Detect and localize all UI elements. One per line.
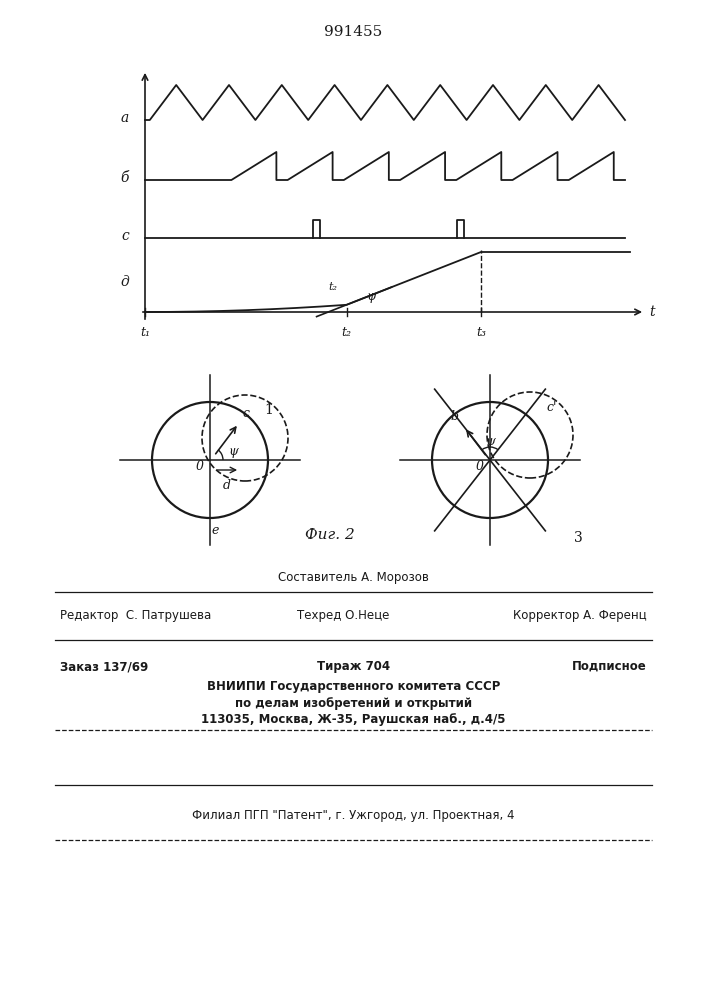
- Text: ВНИИПИ Государственного комитета СССР: ВНИИПИ Государственного комитета СССР: [207, 680, 500, 693]
- Text: 1: 1: [264, 403, 273, 417]
- Text: ψ: ψ: [367, 290, 376, 303]
- Text: t₂: t₂: [328, 282, 337, 292]
- Text: t₁: t₁: [140, 326, 150, 339]
- Text: с: с: [121, 229, 129, 243]
- Text: а: а: [121, 111, 129, 125]
- Text: Филиал ПГП "Патент", г. Ужгород, ул. Проектная, 4: Филиал ПГП "Патент", г. Ужгород, ул. Про…: [192, 808, 515, 822]
- Text: д: д: [120, 275, 129, 289]
- Text: 3: 3: [573, 531, 583, 545]
- Text: Фиг. 2: Фиг. 2: [305, 528, 355, 542]
- Text: t₂: t₂: [341, 326, 351, 339]
- Text: по делам изобретений и открытий: по делам изобретений и открытий: [235, 697, 472, 710]
- Text: 0: 0: [196, 460, 204, 473]
- Text: ψ: ψ: [228, 446, 238, 458]
- Text: c': c': [547, 401, 556, 414]
- Text: 113035, Москва, Ж-35, Раушская наб., д.4/5: 113035, Москва, Ж-35, Раушская наб., д.4…: [201, 713, 506, 726]
- Text: Корректор А. Ференц: Корректор А. Ференц: [513, 608, 647, 621]
- Text: d: d: [223, 479, 231, 492]
- Text: c: c: [243, 407, 250, 420]
- Text: t₃: t₃: [476, 326, 486, 339]
- Text: Составитель А. Морозов: Составитель А. Морозов: [278, 572, 429, 584]
- Text: e: e: [211, 524, 218, 536]
- Text: Заказ 137/69: Заказ 137/69: [60, 660, 148, 673]
- Text: t: t: [649, 305, 655, 319]
- Text: b: b: [450, 410, 458, 423]
- Text: б: б: [120, 171, 129, 185]
- Text: Техред О.Неце: Техред О.Неце: [298, 608, 390, 621]
- Text: ψ: ψ: [485, 436, 495, 448]
- Text: Редактор  С. Патрушева: Редактор С. Патрушева: [60, 608, 211, 621]
- Text: 0: 0: [476, 460, 484, 473]
- Text: 991455: 991455: [324, 25, 382, 39]
- Text: Тираж 704: Тираж 704: [317, 660, 390, 673]
- Text: Подписное: Подписное: [572, 660, 647, 673]
